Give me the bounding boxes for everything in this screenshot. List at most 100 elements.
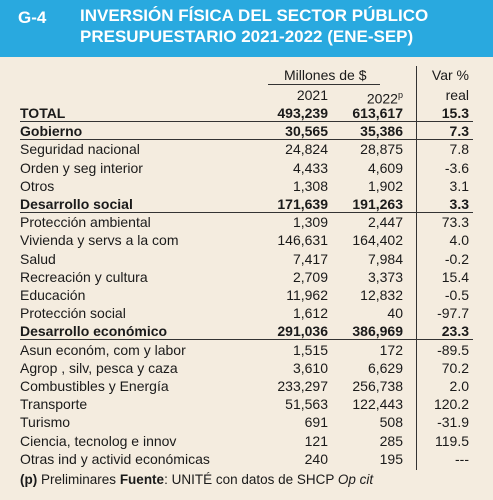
value-2021: 171,639 <box>277 196 328 212</box>
value-2021: 146,631 <box>277 232 328 249</box>
var-real: 15.4 <box>441 268 469 285</box>
var-real: -0.2 <box>444 250 469 267</box>
row-label: Transporte <box>20 396 88 413</box>
value-2022: 2,447 <box>367 214 403 231</box>
value-2021: 1,309 <box>292 214 328 231</box>
year-2022-header: 2022p <box>367 86 403 108</box>
var-real: -89.5 <box>437 341 469 358</box>
value-2021: 51,563 <box>285 396 328 413</box>
var-real: 2.0 <box>449 378 469 394</box>
row-label: Salud <box>20 250 56 267</box>
row-label: Desarrollo económico <box>20 323 168 340</box>
var-real: 3.1 <box>449 177 469 194</box>
var-real: -97.7 <box>437 305 469 322</box>
row-label: Asun económ, com y labor <box>20 341 186 358</box>
row-label: Recreación y cultura <box>20 268 148 285</box>
value-2021: 233,297 <box>277 378 328 394</box>
value-2021: 11,962 <box>286 287 328 303</box>
var-real: -31.9 <box>437 414 469 431</box>
value-2022: 164,402 <box>352 232 403 249</box>
preliminary-marker: p <box>397 90 403 100</box>
value-2022: 6,629 <box>367 359 403 376</box>
chart-header: G-4 INVERSIÓN FÍSICA DEL SECTOR PÚBLICO … <box>0 0 493 57</box>
value-2022: 40 <box>387 305 403 322</box>
row-label: Otros <box>20 177 55 194</box>
value-2021: 7,417 <box>292 250 328 267</box>
row-label: Turismo <box>20 414 71 431</box>
row-label: Vivienda y servs a la com <box>20 232 179 249</box>
var-real: 119.5 <box>435 432 469 449</box>
value-2021: 691 <box>304 414 328 431</box>
value-2021: 24,824 <box>285 141 328 158</box>
var-real: 4.0 <box>449 232 469 249</box>
row-label: Ciencia, tecnolog e innov <box>20 432 177 449</box>
row-label: Desarrollo social <box>20 196 133 212</box>
value-2021: 30,565 <box>285 123 328 140</box>
row-label: Combustibles y Energía <box>20 378 169 394</box>
row-label: Otras ind y activid económicas <box>20 450 210 467</box>
var-header-line2: real <box>445 87 469 103</box>
value-2022: 3,373 <box>367 268 403 285</box>
footnote: (p) Preliminares Fuente: UNITÉ con datos… <box>20 472 373 487</box>
row-label: TOTAL <box>20 105 66 121</box>
value-2022: 613,617 <box>352 105 403 121</box>
value-2022: 7,984 <box>367 250 403 267</box>
row-label: Gobierno <box>20 123 83 140</box>
source-ref: Op cit <box>337 472 374 487</box>
value-2021: 3,610 <box>292 359 328 376</box>
value-2022: 285 <box>379 432 403 449</box>
var-real: -0.5 <box>444 287 469 303</box>
value-2021: 4,433 <box>292 159 328 176</box>
var-real: 15.3 <box>441 105 469 121</box>
source-label: Fuente <box>119 472 165 487</box>
var-real: 23.3 <box>441 323 469 340</box>
value-2021: 291,036 <box>277 323 328 340</box>
group-underline <box>20 339 473 341</box>
value-2022: 191,263 <box>352 196 403 212</box>
value-2022: 508 <box>379 414 403 431</box>
value-2022: 12,832 <box>360 287 403 303</box>
var-real: 120.2 <box>433 396 469 413</box>
row-label: Orden y seg interior <box>20 159 143 176</box>
var-real: 73.3 <box>441 214 469 231</box>
var-header-line1: Var % <box>431 67 469 83</box>
var-real: 7.8 <box>449 141 469 158</box>
value-2022: 4,609 <box>367 159 403 176</box>
row-label: Agrop , silv, pesca y caza <box>20 359 178 376</box>
column-divider <box>416 66 417 470</box>
value-2022: 386,969 <box>352 323 403 340</box>
source-text: : UNITÉ con datos de SHCP <box>164 472 335 487</box>
value-2022: 122,443 <box>352 396 403 413</box>
row-label: Protección social <box>20 305 126 322</box>
value-2021: 121 <box>304 432 328 449</box>
var-real: -3.6 <box>444 159 469 176</box>
note-text: Preliminares <box>41 472 117 487</box>
value-2022: 35,386 <box>360 123 403 140</box>
value-2022: 172 <box>379 341 403 358</box>
value-2022: 195 <box>379 450 403 467</box>
value-2021: 2,709 <box>292 268 328 285</box>
group-underline <box>20 121 473 122</box>
row-label: Educación <box>20 287 86 303</box>
row-label: Protección ambiental <box>20 214 151 231</box>
table-title: INVERSIÓN FÍSICA DEL SECTOR PÚBLICO PRES… <box>80 6 429 46</box>
row-label: Seguridad nacional <box>20 141 140 158</box>
var-real: --- <box>455 450 469 467</box>
value-2022: 1,902 <box>367 177 403 194</box>
group-underline <box>20 139 473 141</box>
year-2022-label: 2022 <box>366 90 398 107</box>
value-2021: 1,308 <box>292 177 328 194</box>
unit-header: Millones de $ <box>284 67 367 83</box>
value-2022: 256,738 <box>352 378 403 394</box>
var-real: 3.3 <box>449 196 469 212</box>
value-2021: 240 <box>304 450 328 467</box>
unit-underline <box>268 84 380 85</box>
var-real: 7.3 <box>449 123 469 140</box>
value-2021: 1,612 <box>292 305 328 322</box>
note-marker: (p) <box>20 472 38 487</box>
value-2021: 1,515 <box>292 341 328 358</box>
group-underline <box>20 212 473 213</box>
value-2021: 493,239 <box>277 105 328 121</box>
value-2022: 28,875 <box>360 141 403 158</box>
year-2021-header: 2021 <box>296 87 328 103</box>
